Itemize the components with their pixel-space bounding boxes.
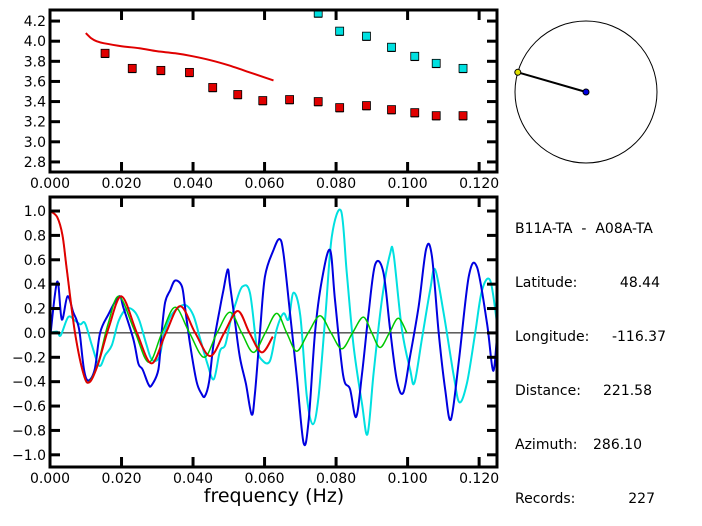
x-tick-label: 0.080: [316, 471, 356, 487]
red-data-point: [431, 111, 441, 121]
azimuth-circle: [514, 20, 658, 164]
x-tick-label: 0.060: [245, 176, 285, 192]
red-data-point: [362, 101, 371, 110]
cyan-data-point: [335, 26, 345, 36]
cyan-data-point: [362, 31, 371, 41]
x-tick-label: 0.000: [30, 471, 70, 487]
y-tick-label: 3.0: [24, 135, 46, 151]
blue-series-line: [49, 238, 498, 447]
cyan-data-point: [458, 63, 468, 73]
station-pair-title: B11A-TA - A08A-TA: [515, 221, 653, 237]
info-value: 221.58: [603, 383, 652, 399]
info-value: 227: [628, 491, 655, 507]
info-label: Latitude:: [515, 275, 578, 291]
info-row-records: Records: 227: [515, 490, 666, 508]
cyan-data-point: [431, 58, 441, 68]
cyan-data-point: [410, 51, 420, 61]
red-data-point: [258, 96, 268, 105]
info-value: 286.10: [593, 437, 642, 453]
red-series-line: [49, 210, 274, 384]
info-row-longitude: Longitude: -116.37: [515, 328, 666, 346]
x-tick-label: 0.120: [459, 471, 499, 487]
azimuth-map: [514, 20, 658, 164]
info-label: Distance:: [515, 383, 581, 399]
info-value: -116.37: [611, 329, 666, 345]
cyan-series-line: [49, 208, 498, 436]
red-data-point: [233, 90, 243, 99]
x-axis-label: frequency (Hz): [204, 485, 344, 507]
y-tick-label: 0.8: [24, 228, 46, 244]
red-data-point: [285, 95, 294, 104]
correlation-plot: 0.000 0.020 0.040 0.060 0.080 0.100 0.120 −1.0 −…: [12, 195, 499, 487]
red-data-point: [410, 108, 420, 118]
x-tick-label: 0.100: [388, 176, 428, 192]
red-data-point: [127, 63, 137, 73]
y-tick-label: 3.6: [24, 74, 46, 90]
x-tick-label: 0.020: [101, 176, 141, 192]
azimuth-line: [517, 71, 587, 93]
red-data-point: [156, 65, 166, 75]
y-tick-label: 1.0: [24, 204, 46, 220]
x-tick-label: 0.000: [30, 176, 70, 192]
x-tick-label: 0.020: [101, 471, 141, 487]
center-station-marker: [582, 88, 590, 96]
x-tick-label: 0.040: [173, 176, 213, 192]
y-tick-label: 3.4: [24, 95, 46, 111]
x-tick-label: 0.100: [388, 471, 428, 487]
red-data-point: [313, 97, 323, 106]
y-tick-label: 2.8: [24, 155, 46, 171]
cyan-data-point: [387, 42, 396, 52]
info-row-latitude: Latitude: 48.44: [515, 274, 666, 292]
y-tick-label: −0.8: [12, 423, 46, 439]
y-tick-label: 0.2: [24, 302, 46, 318]
x-tick-label: 0.080: [316, 176, 356, 192]
red-data-point: [458, 111, 468, 121]
info-value: 48.44: [619, 275, 660, 291]
info-row-distance: Distance: 221.58: [515, 382, 666, 400]
phase-velocity-plot: 0.000 0.020 0.040 0.060 0.080 0.100 0.120 2.8 3.…: [24, 8, 499, 192]
y-tick-label: −0.6: [12, 399, 46, 415]
plot-frame: [48, 195, 499, 469]
y-tick-label: 3.2: [24, 115, 46, 131]
x-tick-label: 0.120: [459, 176, 499, 192]
info-row-azimuth: Azimuth: 286.10: [515, 436, 666, 454]
y-tick-label: 0.4: [24, 277, 46, 293]
red-data-point: [387, 105, 396, 115]
y-tick-label: 4.0: [24, 34, 46, 50]
y-tick-label: 4.2: [24, 14, 46, 30]
red-data-point: [335, 103, 345, 113]
info-label: Longitude:: [515, 329, 590, 345]
y-tick-label: 0.0: [24, 326, 46, 342]
red-data-point: [100, 48, 110, 58]
x-tick-label: 0.060: [245, 471, 285, 487]
y-tick-label: −0.2: [12, 350, 46, 366]
red-data-point: [185, 67, 194, 77]
y-tick-label: 3.8: [24, 54, 46, 70]
y-tick-label: −1.0: [12, 448, 46, 464]
station-info-panel: B11A-TA - A08A-TA Latitude: 48.44 Longitu…: [515, 184, 666, 526]
station-marker: [514, 68, 522, 76]
x-tick-label: 0.040: [173, 471, 213, 487]
info-label: Azimuth:: [515, 437, 578, 453]
plot-frame: [48, 8, 499, 174]
info-label: Records:: [515, 491, 576, 507]
y-tick-label: 0.6: [24, 253, 46, 269]
y-tick-label: −0.4: [12, 375, 46, 391]
red-data-point: [208, 83, 218, 92]
red-series-line: [85, 32, 274, 82]
